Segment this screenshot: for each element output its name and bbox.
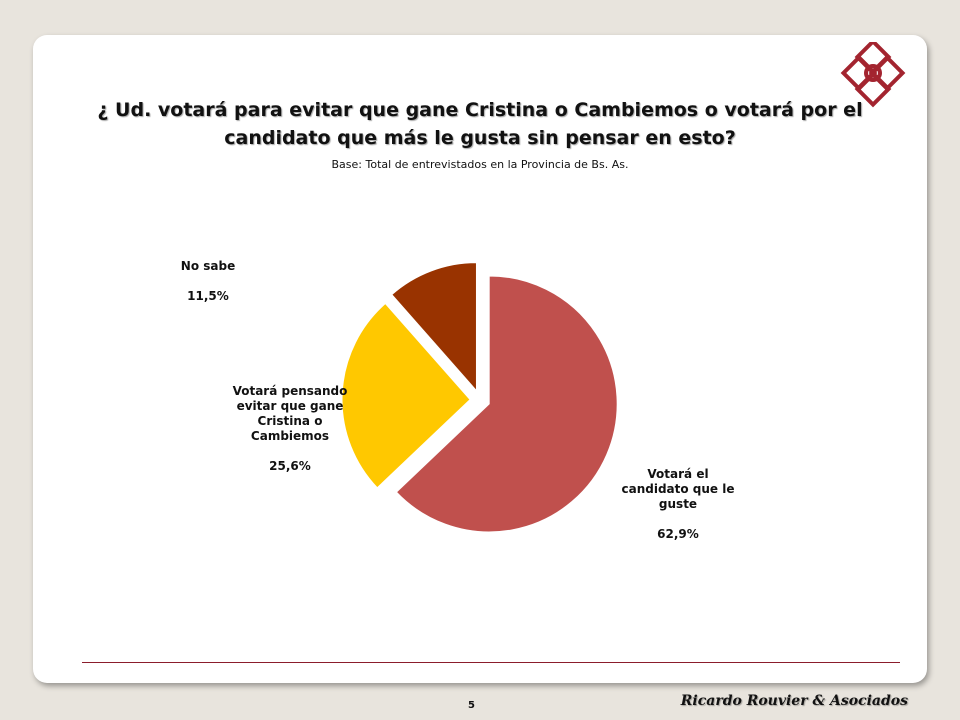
company-logo [840,42,906,108]
slice-label-no-sabe: No sabe 11,5% [160,244,256,304]
slide-subtitle: Base: Total de entrevistados en la Provi… [331,158,629,171]
slice-label-evitar: Votará pensando evitar que gane Cristina… [228,369,352,474]
brand-name: Ricardo Rouvier & Asociados [680,693,908,709]
slice-no-sabe [391,262,477,392]
footer-divider [82,662,900,663]
slice-candidato [395,275,618,533]
slice-name-no-sabe: No sabe [180,259,236,273]
slide-title: ¿ Ud. votará para evitar que gane Cristi… [97,99,863,149]
slice-value-evitar: 25,6% [269,459,311,473]
slice-label-candidato: Votará el candidato que le guste 62,9% [616,452,740,542]
pie-chart [341,262,618,533]
slice-value-no-sabe: 11,5% [187,289,229,303]
slice-name-candidato: Votará el candidato que le guste [621,467,735,511]
slice-name-evitar: Votará pensando evitar que gane Cristina… [232,384,348,443]
slice-value-candidato: 62,9% [657,527,699,541]
page-number: 5 [468,700,475,711]
slide-card [33,35,927,683]
slice-evitar [341,302,471,489]
